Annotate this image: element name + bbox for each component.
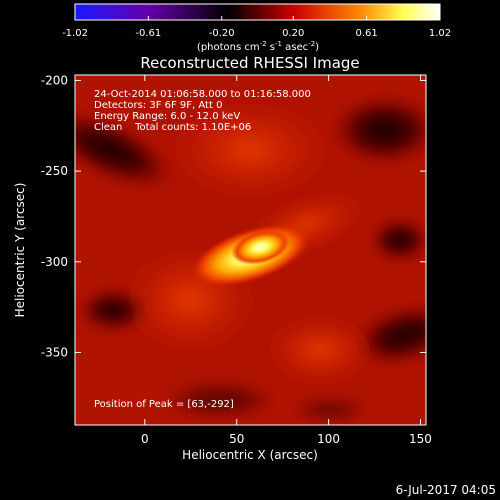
colorbar: -1.02 -0.61 -0.20 0.20 0.61 1.02 (photons cm-…: [62, 3, 451, 53]
x-axis-label: Heliocentric X (arcsec): [182, 448, 318, 462]
footer-date: 6-Jul-2017 04:05: [396, 483, 496, 497]
peak-source: [191, 223, 311, 287]
x-tick-label: 150: [409, 432, 432, 446]
colorbar-tick-label: 0.61: [356, 28, 378, 39]
info-line-clean: Clean Total counts: 1.10E+06: [94, 122, 251, 133]
peak-label: Position of Peak = [63,-292]: [94, 399, 234, 410]
y-tick-label: -200: [41, 73, 68, 87]
x-tick-label: 50: [229, 432, 244, 446]
x-tick-label: 100: [317, 432, 340, 446]
colorbar-gradient: [74, 3, 441, 21]
colorbar-tick-label: -0.61: [135, 28, 161, 39]
colorbar-tick-label: 0.20: [282, 28, 304, 39]
colorbar-ticks: -1.02 -0.61 -0.20 0.20 0.61 1.02: [62, 16, 451, 39]
colorbar-units: (photons cm-2 s-1 asec-2): [197, 40, 319, 53]
info-line-time: 24-Oct-2014 01:06:58.000 to 01:16:58.000: [94, 89, 311, 100]
y-tick-label: -350: [41, 345, 68, 359]
colorbar-tick-label: -0.20: [209, 28, 235, 39]
x-tick-label: 0: [141, 432, 149, 446]
plot-frame: [74, 74, 427, 426]
colorbar-tick-label: 1.02: [429, 28, 451, 39]
y-tick-label: -250: [41, 164, 68, 178]
info-line-detectors: Detectors: 3F 6F 9F, Att 0: [94, 100, 222, 111]
info-line-energy: Energy Range: 6.0 - 12.0 keV: [94, 111, 240, 122]
peak-core: [231, 229, 290, 265]
heatmap-image: [75, 75, 426, 425]
colorbar-tick-label: -1.02: [62, 28, 88, 39]
x-axis-ticks: 0 50 100 150: [141, 75, 432, 446]
chart-title: Reconstructed RHESSI Image: [140, 54, 359, 72]
y-axis-label: Heliocentric Y (arcsec): [13, 183, 27, 318]
y-tick-label: -300: [41, 255, 68, 269]
info-text: 24-Oct-2014 01:06:58.000 to 01:16:58.000…: [94, 89, 311, 133]
y-axis-ticks: -200 -250 -300 -350: [41, 73, 426, 359]
